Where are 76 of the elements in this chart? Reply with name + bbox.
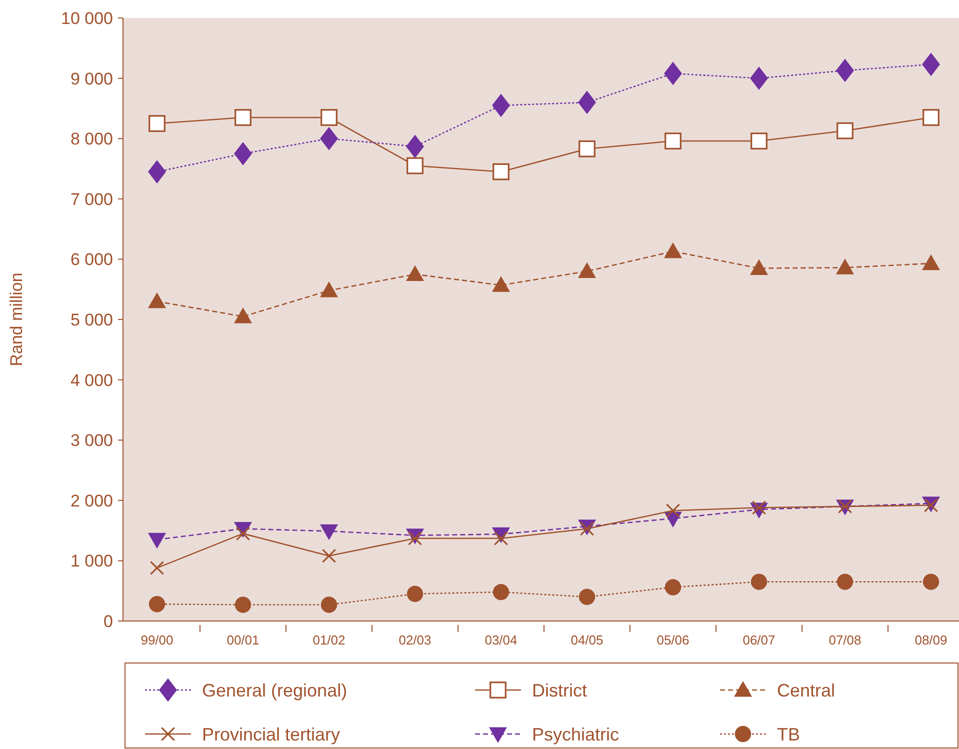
point (578, 262, 596, 278)
point (320, 282, 338, 298)
point (234, 142, 252, 166)
point (492, 94, 510, 118)
x-tick-label: 03/04 (484, 632, 518, 648)
point (406, 157, 424, 174)
point (320, 524, 338, 540)
legend-label: District (532, 680, 587, 700)
point (406, 265, 424, 282)
point (664, 579, 682, 596)
point (148, 292, 166, 308)
point (578, 588, 596, 605)
y-tick-label: 5 000 (70, 310, 113, 330)
x-tick-label: 08/09 (914, 632, 948, 648)
point (406, 586, 424, 602)
y-tick-label: 4 000 (70, 370, 113, 390)
point (922, 254, 940, 270)
point (320, 596, 338, 613)
legend-label: Central (777, 680, 836, 700)
point (320, 126, 338, 150)
y-tick-label: 0 (104, 612, 113, 631)
y-tick-label: 9 000 (70, 69, 113, 88)
x-tick-label: 07/08 (828, 632, 862, 648)
point (664, 132, 682, 150)
x-tick-label: 00/01 (226, 632, 260, 648)
point (148, 160, 166, 184)
point (406, 134, 424, 158)
point (750, 574, 768, 590)
point (752, 500, 766, 515)
legend-label: Provincial tertiary (202, 724, 340, 744)
y-tick-label: 2 000 (70, 491, 113, 510)
point (836, 58, 854, 82)
x-tick-label: 04/05 (570, 632, 604, 648)
x-tick-label: 05/06 (656, 632, 690, 648)
point (236, 526, 250, 541)
point (492, 276, 510, 292)
point (664, 62, 682, 86)
point (836, 258, 854, 274)
y-tick-label: 1 000 (70, 552, 113, 571)
point (750, 66, 768, 90)
point (750, 259, 768, 275)
point (234, 596, 252, 613)
point (234, 109, 252, 126)
y-axis-title: Rand million (7, 272, 26, 366)
point (922, 52, 940, 76)
y-tick-label: 6 000 (70, 250, 113, 270)
point (322, 548, 336, 563)
point (578, 140, 596, 158)
point (836, 574, 854, 590)
x-tick-label: 99/00 (140, 632, 174, 648)
point (492, 584, 510, 600)
point (492, 163, 510, 180)
y-tick-label: 8 000 (70, 130, 113, 149)
point (148, 115, 166, 132)
point (922, 574, 940, 590)
point (664, 242, 682, 258)
point (750, 132, 768, 150)
point (836, 122, 854, 140)
y-tick-label: 10 000 (61, 8, 113, 28)
point (578, 90, 596, 114)
legend-label: Psychiatric (532, 724, 620, 744)
legend-label: General (regional) (202, 680, 348, 700)
point (922, 109, 940, 126)
x-tick-label: 01/02 (312, 632, 346, 648)
point (666, 504, 680, 518)
y-tick-label: 7 000 (70, 190, 113, 209)
legend-label: TB (777, 724, 800, 744)
y-tick-label: 3 000 (70, 431, 113, 450)
point (320, 109, 338, 126)
x-tick-label: 06/07 (742, 632, 776, 648)
point (494, 531, 508, 546)
point (148, 596, 166, 612)
point (148, 532, 166, 549)
point (150, 560, 164, 576)
x-tick-label: 02/03 (398, 632, 432, 648)
point (234, 307, 252, 324)
